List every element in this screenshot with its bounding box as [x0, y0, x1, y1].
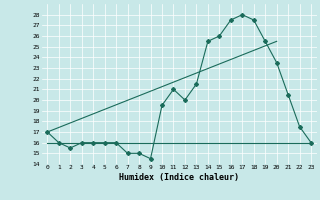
X-axis label: Humidex (Indice chaleur): Humidex (Indice chaleur): [119, 173, 239, 182]
